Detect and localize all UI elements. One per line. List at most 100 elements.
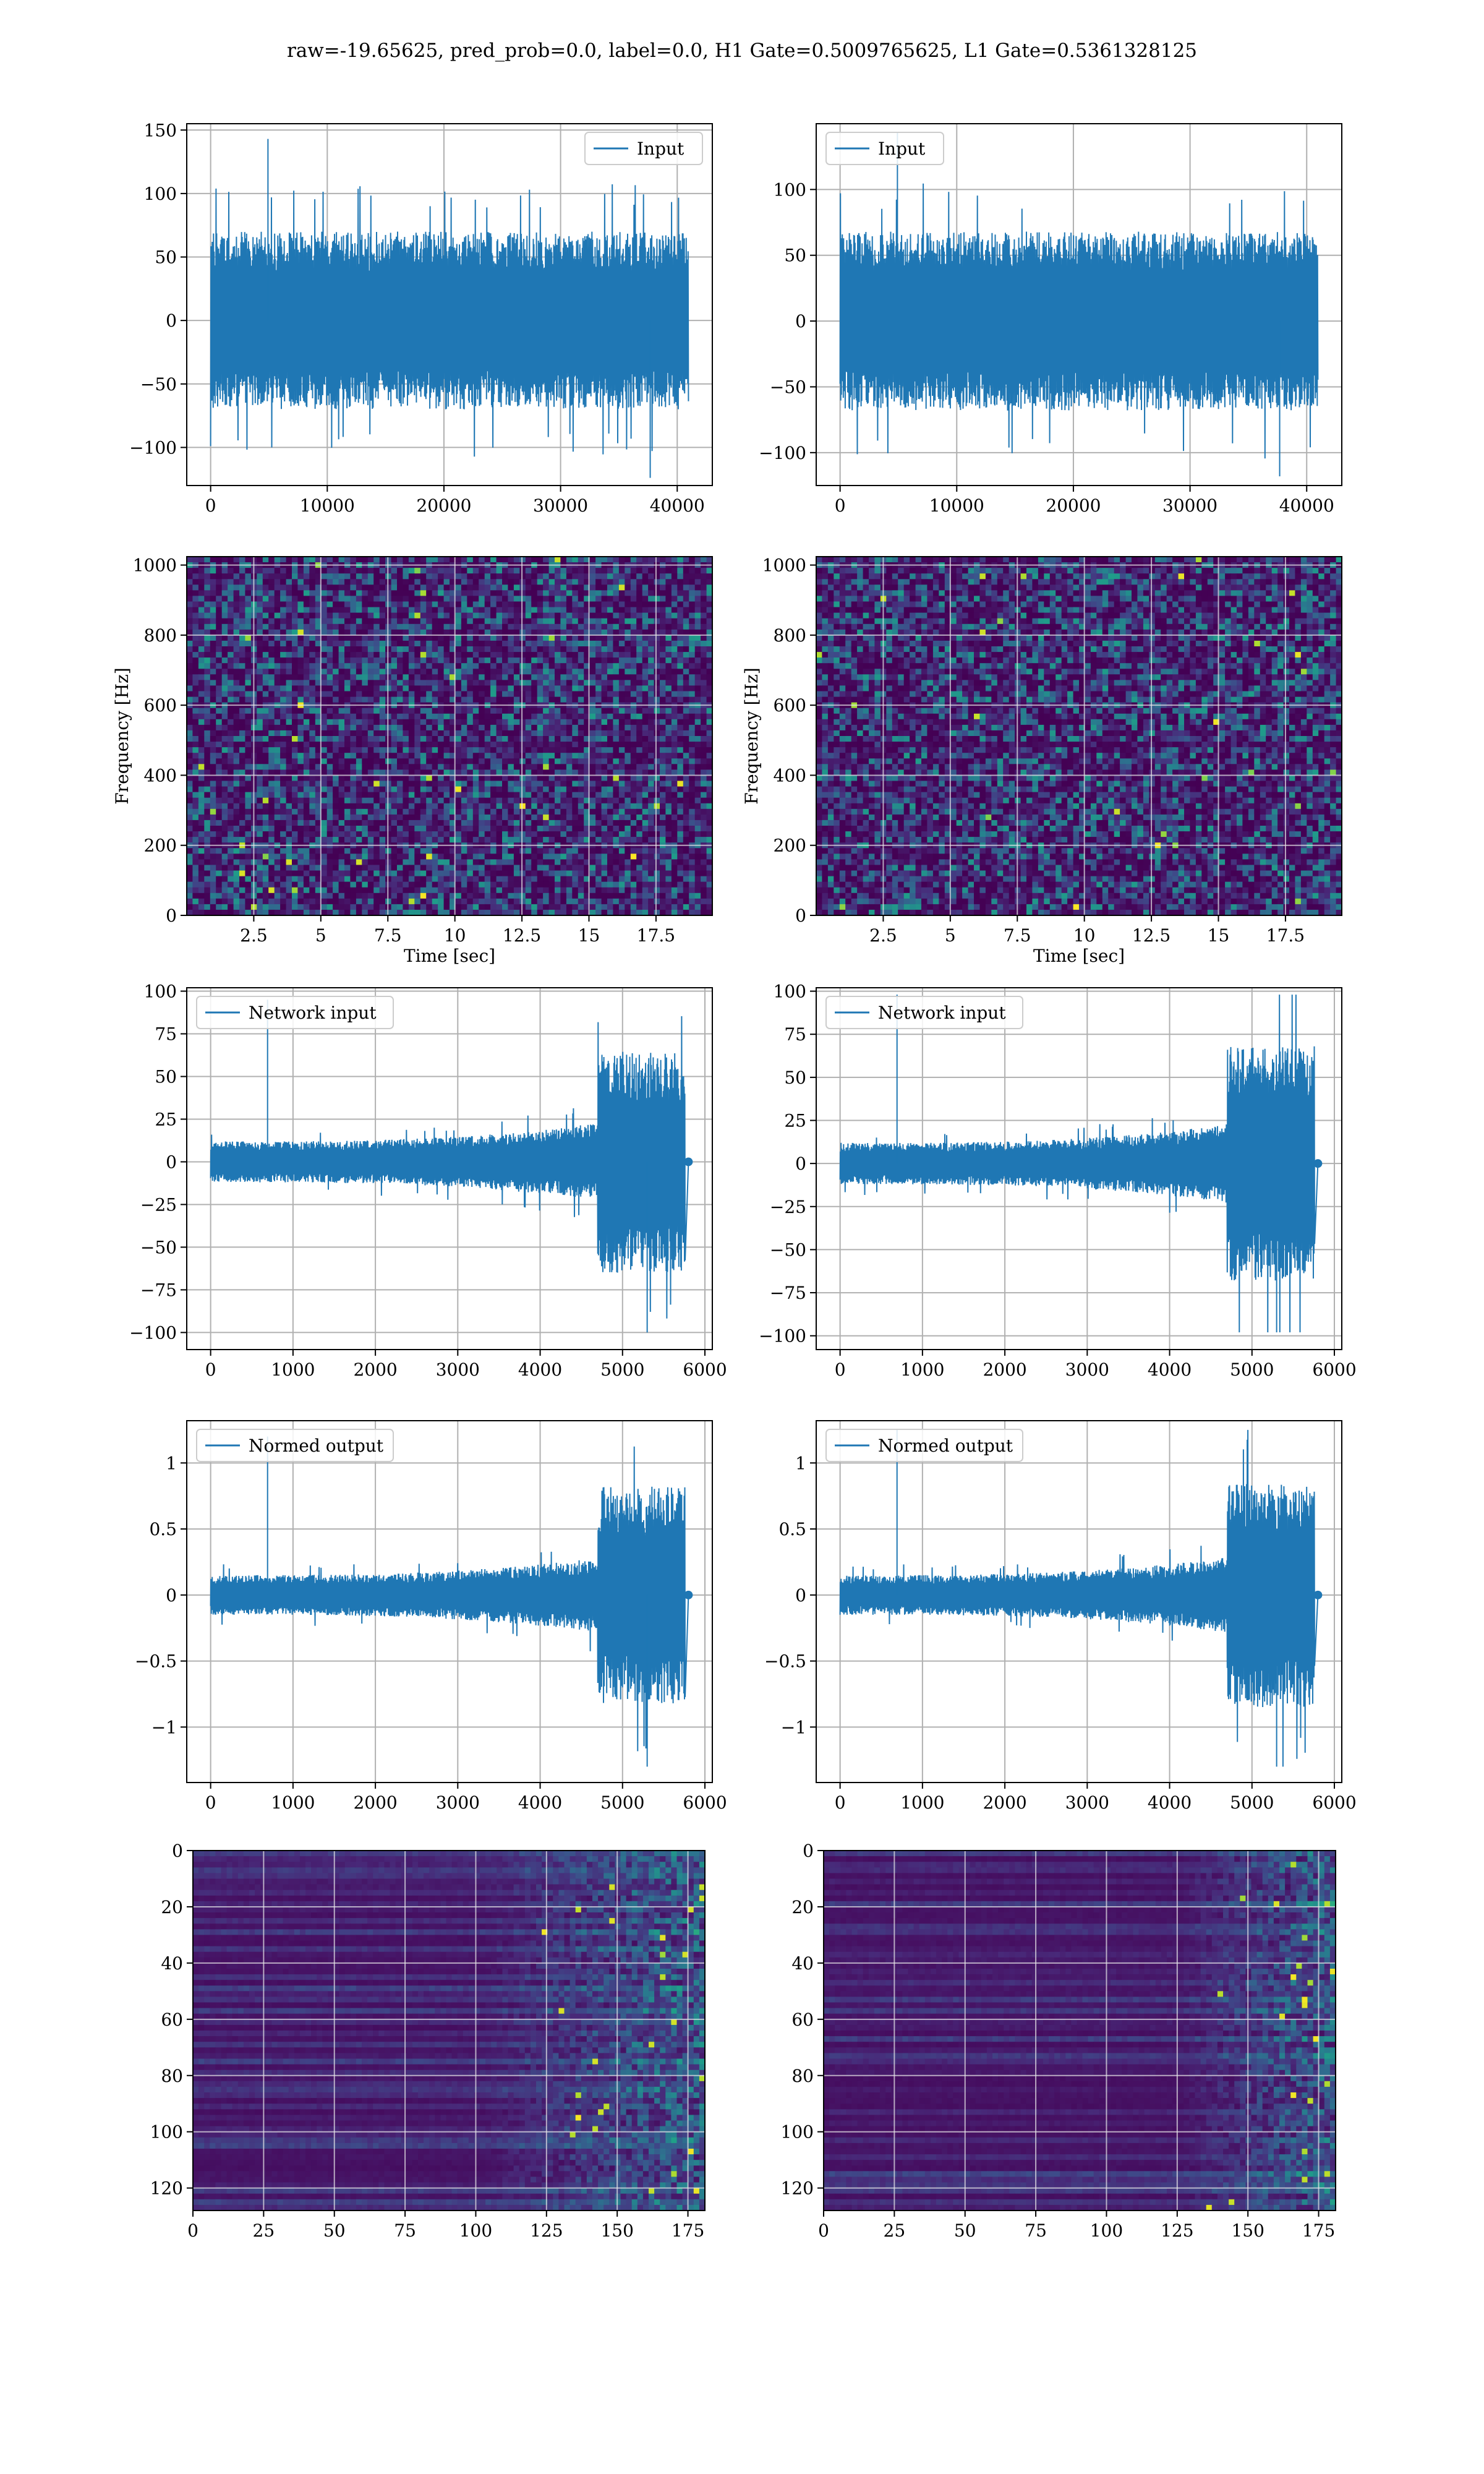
legend: Normed output	[197, 1429, 393, 1462]
y-tick-label: 20	[791, 1897, 814, 1917]
x-tick-label: 0	[835, 1792, 846, 1813]
x-tick-label: 25	[884, 2220, 906, 2241]
x-tick-label: 1000	[900, 1359, 944, 1380]
y-tick-label: 80	[791, 2066, 814, 2086]
y-tick-label: 50	[784, 1068, 806, 1088]
panel-spectrogram-h1: 2.5 5 7.5 10 12.5 15 17.502004006008001000Time…	[112, 555, 713, 966]
y-tick-label: 100	[781, 2122, 814, 2142]
panel-network-input-h1: 0 1000 2000 3000 4000 5000 6000−100−75−50−2502…	[129, 982, 727, 1380]
y-tick-label: 200	[144, 836, 177, 856]
y-tick-label: −50	[770, 1239, 806, 1260]
x-tick-label: 50	[954, 2220, 976, 2241]
y-tick-label: 1000	[762, 555, 806, 576]
x-tick-label: 0	[205, 495, 216, 516]
x-tick-label: 6000	[1312, 1792, 1356, 1813]
x-tick-label: 100	[1090, 2220, 1123, 2241]
legend: Input	[585, 132, 702, 165]
x-tick-label: 75	[1025, 2220, 1047, 2241]
x-tick-label: 17.5	[1266, 925, 1305, 946]
x-tick-label: 2000	[983, 1359, 1026, 1380]
legend-label: Network input	[878, 1003, 1006, 1023]
y-tick-label: −1	[781, 1717, 806, 1737]
x-tick-label: 0	[205, 1792, 216, 1813]
x-tick-label: 10000	[300, 495, 355, 516]
x-tick-label: 4000	[1148, 1359, 1192, 1380]
x-tick-label: 7.5	[374, 925, 402, 946]
y-tick-label: 150	[144, 120, 177, 140]
y-tick-label: 100	[774, 982, 806, 1002]
x-tick-label: 6000	[683, 1359, 727, 1380]
x-tick-label: 5000	[600, 1359, 644, 1380]
x-tick-label: 15	[578, 925, 600, 946]
legend-label: Network input	[249, 1003, 377, 1023]
y-tick-label: 100	[774, 179, 806, 200]
y-tick-label: 100	[150, 2122, 183, 2142]
x-tick-label: 2.5	[869, 925, 897, 946]
x-tick-label: 2.5	[240, 925, 268, 946]
y-tick-label: 0.5	[778, 1519, 806, 1539]
x-tick-label: 6000	[683, 1792, 727, 1813]
x-axis-label: Time [sec]	[404, 946, 495, 966]
y-tick-label: −0.5	[135, 1651, 177, 1672]
x-tick-label: 1000	[900, 1792, 944, 1813]
x-tick-label: 5	[315, 925, 326, 946]
y-tick-label: −0.5	[764, 1651, 806, 1672]
x-tick-label: 20000	[416, 495, 471, 516]
y-tick-label: 0	[795, 1585, 806, 1606]
y-tick-label: 25	[784, 1111, 806, 1131]
series-tail-marker	[684, 1157, 693, 1166]
y-tick-label: 0	[166, 310, 177, 331]
x-tick-label: 125	[530, 2220, 563, 2241]
y-tick-label: 50	[784, 246, 806, 266]
x-tick-label: 50	[323, 2220, 346, 2241]
y-tick-label: 40	[161, 1953, 183, 1974]
x-tick-label: 0	[835, 1359, 846, 1380]
series-tail-marker	[684, 1591, 693, 1599]
y-tick-label: −25	[770, 1197, 806, 1217]
y-tick-label: 0	[795, 311, 806, 332]
y-tick-label: −100	[759, 1326, 806, 1346]
y-tick-label: −50	[770, 377, 806, 397]
series-tail-marker	[1313, 1591, 1322, 1599]
x-tick-label: 20000	[1046, 495, 1101, 516]
x-tick-label: 4000	[1148, 1792, 1192, 1813]
x-tick-label: 0	[835, 495, 846, 516]
y-tick-label: 0	[795, 1154, 806, 1174]
y-tick-label: 400	[774, 765, 806, 785]
y-tick-label: 120	[781, 2178, 814, 2199]
x-tick-label: 2000	[353, 1359, 397, 1380]
x-tick-label: 25	[253, 2220, 275, 2241]
panel-network-input-l1: 0 1000 2000 3000 4000 5000 6000−100−75−50−2502…	[759, 982, 1357, 1380]
y-tick-label: −50	[140, 374, 177, 395]
x-tick-label: 175	[1302, 2220, 1335, 2241]
y-tick-label: −75	[140, 1280, 177, 1300]
y-tick-label: 0	[166, 1152, 177, 1172]
y-tick-label: 0	[795, 905, 806, 926]
legend: Network input	[826, 996, 1023, 1029]
x-tick-label: 0	[187, 2220, 198, 2241]
y-tick-label: 200	[774, 836, 806, 856]
y-tick-label: 50	[155, 247, 177, 268]
y-tick-label: −25	[140, 1194, 177, 1215]
x-tick-label: 17.5	[637, 925, 675, 946]
x-tick-label: 175	[672, 2220, 704, 2241]
x-tick-label: 10	[1073, 925, 1096, 946]
heatmap-image	[824, 1851, 1336, 2211]
y-tick-label: 400	[144, 765, 177, 785]
x-tick-label: 125	[1161, 2220, 1193, 2241]
heatmap-image	[816, 557, 1342, 916]
heatmap-image	[193, 1851, 706, 2211]
x-tick-label: 40000	[650, 495, 705, 516]
y-tick-label: −100	[129, 1322, 177, 1343]
y-axis-label: Frequency [Hz]	[112, 667, 132, 804]
x-tick-label: 3000	[436, 1359, 480, 1380]
x-tick-label: 150	[600, 2220, 633, 2241]
x-axis-label: Time [sec]	[1033, 946, 1125, 966]
legend: Normed output	[826, 1429, 1023, 1462]
x-tick-label: 1000	[271, 1359, 315, 1380]
panel-normed-output-h1: 0 1000 2000 3000 4000 5000 6000−1−0.500.51Norm…	[135, 1421, 727, 1813]
legend: Input	[826, 132, 944, 165]
x-tick-label: 7.5	[1004, 925, 1031, 946]
